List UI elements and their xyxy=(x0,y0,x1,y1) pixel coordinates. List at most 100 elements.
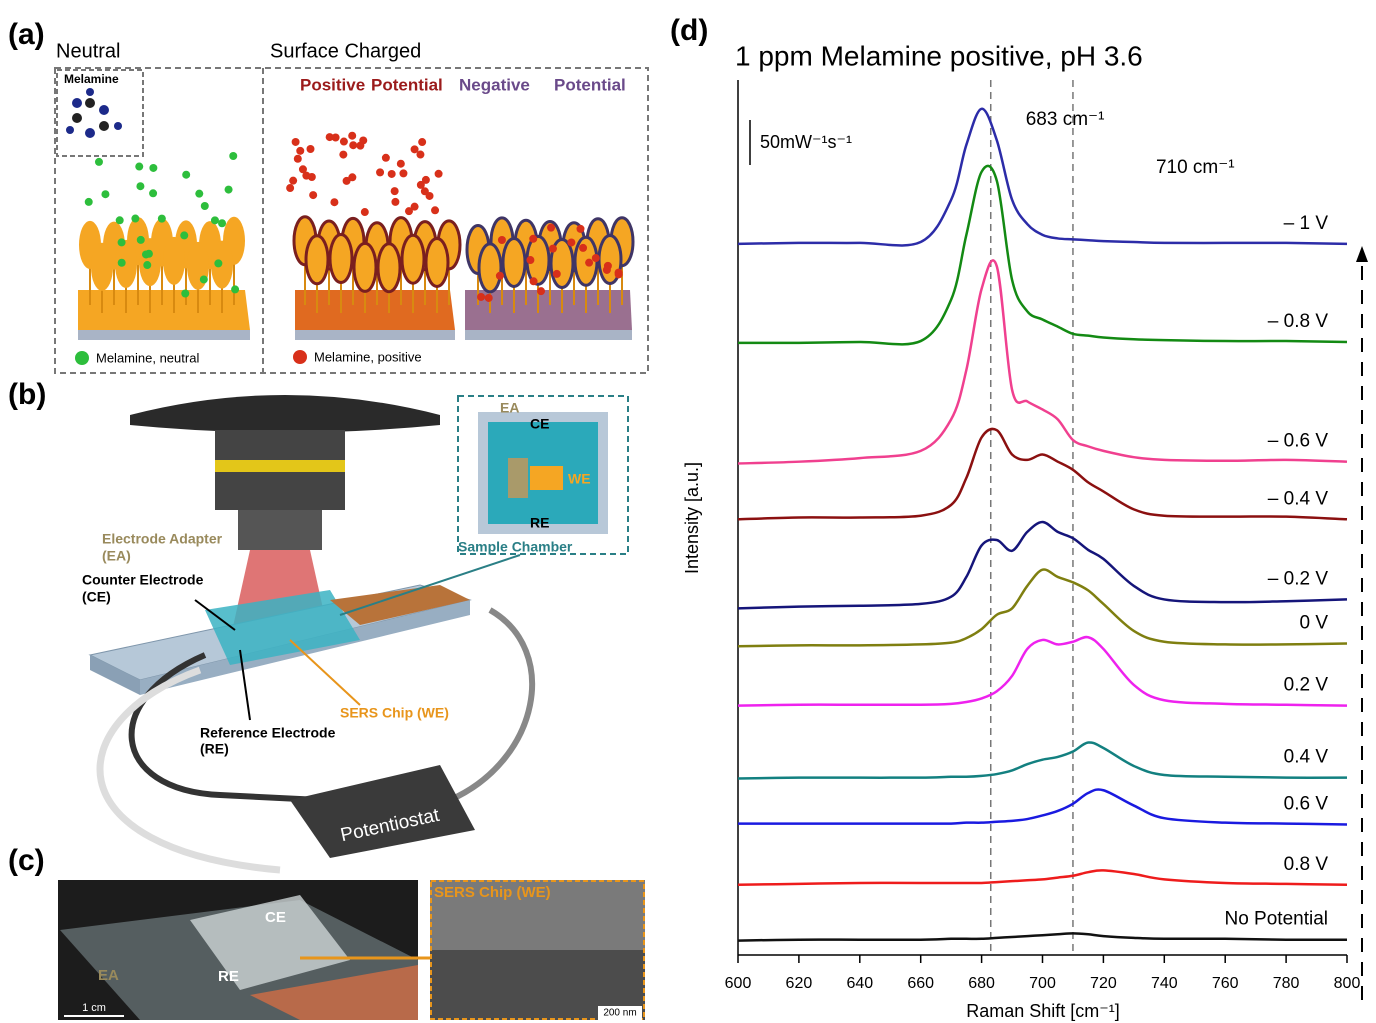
label: WE xyxy=(568,471,591,487)
molecule-dot xyxy=(332,134,340,142)
molecule-dot xyxy=(296,147,304,155)
molecule-dot xyxy=(231,285,239,293)
x-tick-label: 620 xyxy=(786,975,813,992)
molecule-dot xyxy=(101,190,109,198)
label: (EA) xyxy=(102,548,131,564)
spectrum xyxy=(738,569,1347,646)
molecule-dot xyxy=(435,170,443,178)
nanostructure xyxy=(378,244,400,292)
molecule-dot xyxy=(391,198,399,206)
arrow-head xyxy=(1356,246,1368,262)
molecule-dot xyxy=(388,170,396,178)
x-tick-label: 640 xyxy=(846,975,873,992)
reference-label: 710 cm⁻¹ xyxy=(1156,157,1235,178)
spectrum xyxy=(738,789,1347,824)
molecule-dot xyxy=(391,187,399,195)
x-tick-label: 740 xyxy=(1151,975,1178,992)
molecule-dot xyxy=(200,275,208,283)
scale-bar-label: 50mW⁻¹s⁻¹ xyxy=(760,132,852,152)
x-tick-label: 720 xyxy=(1090,975,1117,992)
molecule-dot xyxy=(537,287,545,295)
molecule-dot xyxy=(549,245,557,253)
label: (RE) xyxy=(200,741,229,757)
molecule-dot xyxy=(142,250,150,258)
inset-chip xyxy=(530,466,563,490)
figure: (a) Neutral Surface Charged Melamine Pos… xyxy=(0,0,1376,1023)
molecule-dot xyxy=(180,231,188,239)
molecule-dot xyxy=(211,216,219,224)
x-tick-label: 760 xyxy=(1212,975,1239,992)
label: Reference Electrode xyxy=(200,725,336,741)
x-tick-label: 600 xyxy=(725,975,752,992)
x-tick-label: 800 xyxy=(1334,975,1361,992)
y-axis-label: Intensity [a.u.] xyxy=(682,462,702,574)
series-label: No Potential xyxy=(1224,909,1328,930)
legend-dot xyxy=(75,351,89,365)
molecule-dot xyxy=(431,206,439,214)
scale-label: 1 cm xyxy=(82,1002,106,1014)
chart-title: 1 ppm Melamine positive, pH 3.6 xyxy=(735,40,1143,71)
label: SERS Chip (WE) xyxy=(434,884,551,901)
molecule-dot xyxy=(182,171,190,179)
panel-label: (d) xyxy=(670,14,708,47)
nanostructure xyxy=(503,238,525,286)
molecule-dot xyxy=(399,169,407,177)
molecule-dot xyxy=(309,191,317,199)
series-label: 0.6 V xyxy=(1284,793,1329,814)
x-tick-label: 680 xyxy=(968,975,995,992)
legend-label: Melamine, neutral xyxy=(96,350,199,365)
molecule-dot xyxy=(118,238,126,246)
molecule-dot xyxy=(201,202,209,210)
molecule-dot xyxy=(131,215,139,223)
nanostructure xyxy=(479,244,501,292)
molecule-dot xyxy=(485,294,493,302)
molecule-dot xyxy=(294,155,302,163)
label: Electrode Adapter xyxy=(102,531,223,547)
nanostructure xyxy=(330,235,352,283)
molecule-dot xyxy=(411,203,419,211)
series-label: – 0.4 V xyxy=(1268,488,1329,509)
series-label: 0.2 V xyxy=(1284,675,1329,696)
panel-label: (c) xyxy=(8,844,45,877)
molecule-dot xyxy=(567,238,575,246)
molecule-dot xyxy=(229,152,237,160)
molecule-dot xyxy=(498,236,506,244)
nanostructure xyxy=(402,235,424,283)
molecule-dot xyxy=(330,198,338,206)
legend-label: Melamine, positive xyxy=(314,349,422,364)
objective-tip xyxy=(238,510,322,550)
molecule-dot xyxy=(348,173,356,181)
molecule-dot xyxy=(382,154,390,162)
heading: Surface Charged xyxy=(270,40,421,62)
label: Sample Chamber xyxy=(458,539,573,555)
label: Potential xyxy=(554,75,626,94)
series-label: – 0.8 V xyxy=(1268,311,1329,332)
molecule-dot xyxy=(286,184,294,192)
molecule-dot xyxy=(585,259,593,267)
spectrum xyxy=(738,870,1347,884)
x-tick-label: 780 xyxy=(1273,975,1300,992)
molecule-dot xyxy=(116,216,124,224)
molecule-dot xyxy=(181,290,189,298)
molecule-dot xyxy=(349,141,357,149)
molecule-dot xyxy=(411,145,419,153)
objective-top xyxy=(130,395,440,433)
molecule-dot xyxy=(422,176,430,184)
label: Counter Electrode xyxy=(82,572,204,588)
molecule-dot xyxy=(339,151,347,159)
molecule-dot xyxy=(149,164,157,172)
page: (a) Neutral Surface Charged Melamine Pos… xyxy=(0,0,1376,1023)
scale-label: 200 nm xyxy=(603,1008,636,1019)
molecule-dot xyxy=(376,168,384,176)
objective-ring xyxy=(215,460,345,472)
substrates xyxy=(78,132,633,340)
nanostructure xyxy=(163,237,185,285)
molecule-dot xyxy=(592,254,600,262)
label: CE xyxy=(265,909,286,926)
label: SERS Chip (WE) xyxy=(340,705,449,721)
label: (CE) xyxy=(82,589,111,605)
series-label: 0 V xyxy=(1299,613,1328,634)
molecule-dot xyxy=(95,158,103,166)
x-tick-label: 660 xyxy=(907,975,934,992)
label: Negative xyxy=(459,75,530,94)
